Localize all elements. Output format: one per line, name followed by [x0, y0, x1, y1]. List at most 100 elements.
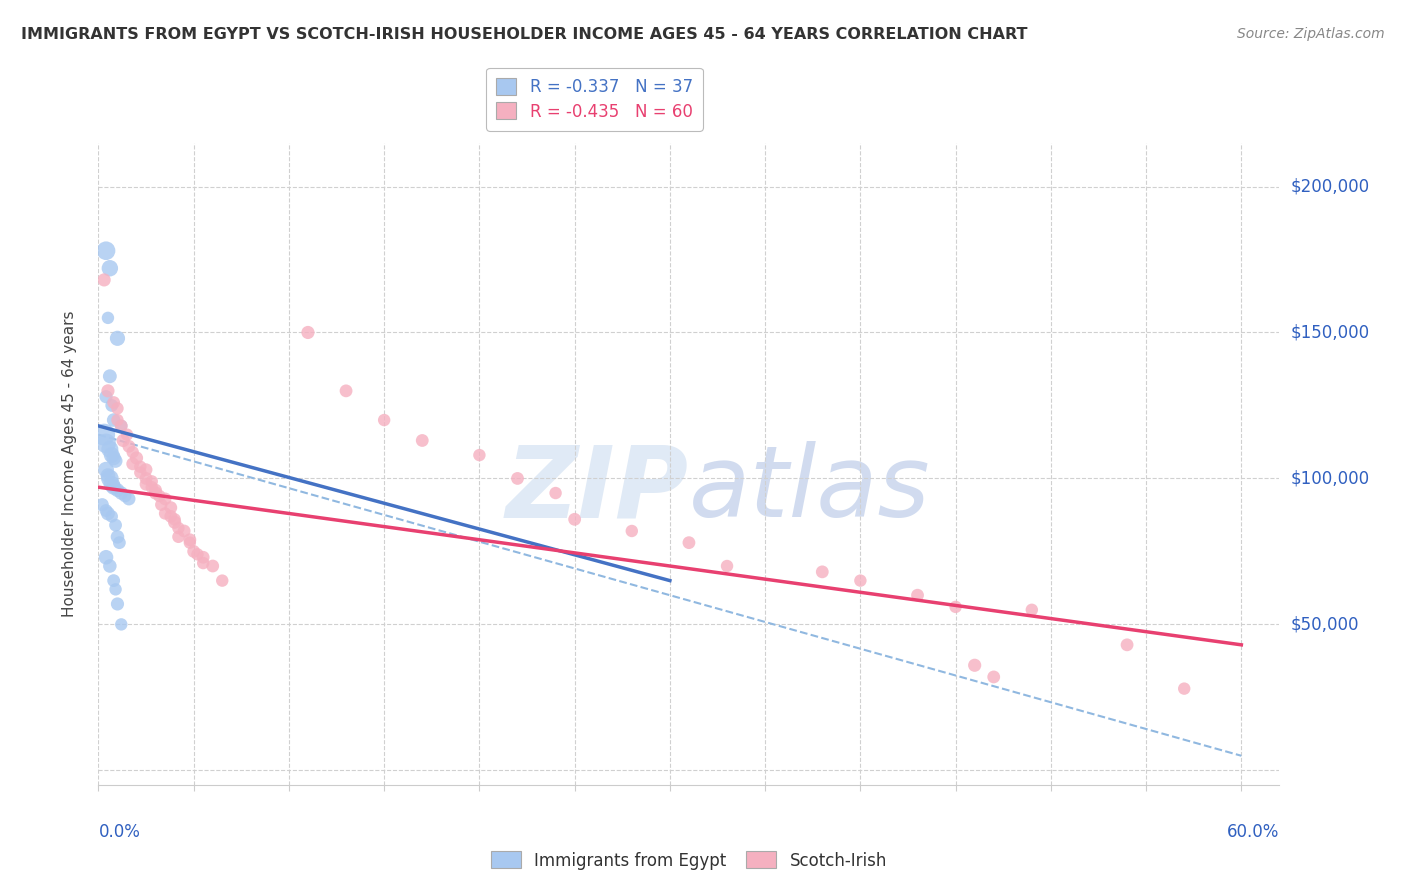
- Point: [121, 445, 143, 459]
- Point: [91, 498, 114, 512]
- Point: [97, 310, 120, 325]
- Point: [103, 413, 125, 427]
- Point: [141, 480, 163, 494]
- Point: [103, 574, 125, 588]
- Point: [110, 418, 132, 433]
- Point: [100, 477, 122, 491]
- Point: [107, 483, 129, 497]
- Point: [100, 399, 122, 413]
- Point: [150, 498, 173, 512]
- Point: [118, 491, 141, 506]
- Point: [297, 326, 319, 340]
- Point: [186, 547, 208, 561]
- Point: [94, 503, 117, 517]
- Point: [373, 413, 395, 427]
- Point: [335, 384, 357, 398]
- Point: [907, 588, 929, 602]
- Point: [104, 582, 127, 597]
- Point: [159, 509, 181, 524]
- Text: 0.0%: 0.0%: [98, 823, 141, 841]
- Point: [118, 439, 141, 453]
- Text: ZIP: ZIP: [506, 441, 689, 538]
- Point: [211, 574, 233, 588]
- Point: [153, 507, 176, 521]
- Point: [114, 489, 136, 503]
- Point: [121, 457, 143, 471]
- Text: $200,000: $200,000: [1291, 178, 1369, 195]
- Point: [97, 468, 120, 483]
- Point: [135, 477, 157, 491]
- Point: [98, 559, 121, 574]
- Point: [94, 463, 117, 477]
- Point: [183, 544, 205, 558]
- Point: [167, 530, 190, 544]
- Point: [97, 384, 120, 398]
- Point: [983, 670, 1005, 684]
- Point: [544, 486, 567, 500]
- Point: [98, 369, 121, 384]
- Text: $150,000: $150,000: [1291, 324, 1369, 342]
- Point: [110, 617, 132, 632]
- Point: [1173, 681, 1195, 696]
- Point: [411, 434, 433, 448]
- Point: [849, 574, 872, 588]
- Point: [135, 471, 157, 485]
- Point: [103, 450, 125, 465]
- Point: [104, 454, 127, 468]
- Point: [193, 550, 215, 565]
- Point: [153, 491, 176, 506]
- Point: [93, 427, 115, 442]
- Point: [110, 486, 132, 500]
- Point: [94, 436, 117, 450]
- Point: [125, 450, 148, 465]
- Point: [112, 434, 135, 448]
- Point: [129, 459, 152, 474]
- Text: atlas: atlas: [689, 441, 931, 538]
- Point: [93, 273, 115, 287]
- Point: [145, 486, 167, 500]
- Text: IMMIGRANTS FROM EGYPT VS SCOTCH-IRISH HOUSEHOLDER INCOME AGES 45 - 64 YEARS CORR: IMMIGRANTS FROM EGYPT VS SCOTCH-IRISH HO…: [21, 27, 1028, 42]
- Point: [678, 535, 700, 549]
- Point: [963, 658, 986, 673]
- Point: [98, 442, 121, 457]
- Point: [94, 244, 117, 258]
- Y-axis label: Householder Income Ages 45 - 64 years: Householder Income Ages 45 - 64 years: [62, 310, 77, 617]
- Point: [100, 448, 122, 462]
- Point: [98, 261, 121, 276]
- Text: Source: ZipAtlas.com: Source: ZipAtlas.com: [1237, 27, 1385, 41]
- Point: [107, 331, 129, 345]
- Legend: Immigrants from Egypt, Scotch-Irish: Immigrants from Egypt, Scotch-Irish: [484, 845, 894, 876]
- Point: [110, 418, 132, 433]
- Point: [506, 471, 529, 485]
- Point: [811, 565, 834, 579]
- Point: [620, 524, 643, 538]
- Point: [167, 521, 190, 535]
- Text: $50,000: $50,000: [1291, 615, 1360, 633]
- Point: [135, 463, 157, 477]
- Point: [104, 518, 127, 533]
- Point: [98, 471, 121, 485]
- Point: [201, 559, 224, 574]
- Point: [103, 480, 125, 494]
- Point: [108, 535, 131, 549]
- Point: [107, 401, 129, 416]
- Point: [107, 597, 129, 611]
- Point: [141, 475, 163, 489]
- Point: [163, 512, 186, 526]
- Point: [564, 512, 586, 526]
- Point: [159, 500, 181, 515]
- Point: [945, 599, 967, 614]
- Point: [107, 413, 129, 427]
- Point: [129, 466, 152, 480]
- Point: [173, 524, 195, 538]
- Point: [716, 559, 738, 574]
- Point: [1021, 603, 1043, 617]
- Point: [163, 515, 186, 529]
- Point: [103, 395, 125, 409]
- Text: 60.0%: 60.0%: [1227, 823, 1279, 841]
- Point: [193, 556, 215, 570]
- Point: [179, 533, 201, 547]
- Point: [468, 448, 491, 462]
- Point: [115, 427, 138, 442]
- Point: [94, 390, 117, 404]
